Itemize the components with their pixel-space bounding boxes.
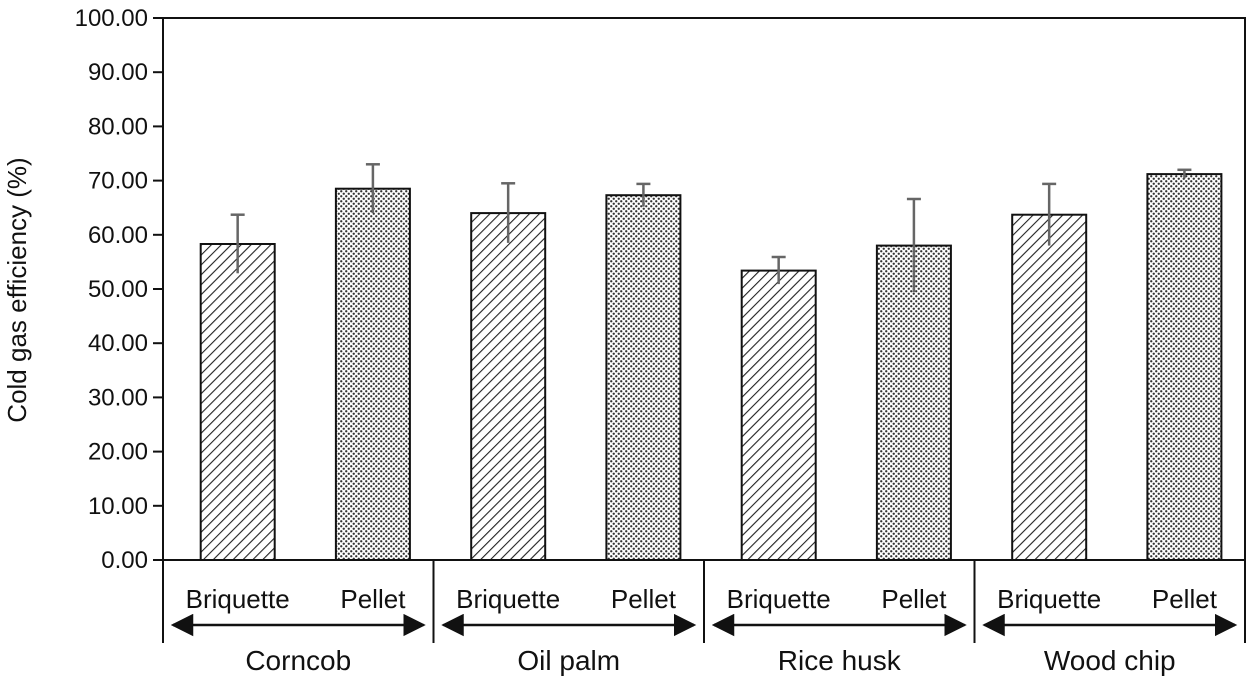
y-tick-label: 30.00 bbox=[88, 384, 148, 411]
y-axis-title: Cold gas efficiency (%) bbox=[2, 157, 32, 422]
axes-layer: 0.00 10.00 20.00 30.00 40.00 50.00 60.00 70.00 8… bbox=[75, 5, 1246, 643]
y-tick-label: 60.00 bbox=[88, 222, 148, 249]
y-tick-label: 0.00 bbox=[101, 547, 148, 574]
bar-corncob-pellet bbox=[334, 187, 411, 561]
error-bars-layer bbox=[230, 163, 1192, 293]
bar-category-label: Pellet bbox=[881, 584, 947, 614]
bar-corncob-briquette bbox=[199, 243, 276, 561]
group-label: Corncob bbox=[245, 645, 351, 676]
bar-category-label: Pellet bbox=[1152, 584, 1218, 614]
y-tick-label: 90.00 bbox=[88, 59, 148, 86]
bar-rice-husk-pellet bbox=[875, 244, 952, 561]
bar-oil-palm-briquette bbox=[470, 212, 547, 561]
y-tick-label: 80.00 bbox=[88, 113, 148, 140]
bar-wood-chip-briquette bbox=[1011, 213, 1088, 561]
bar-category-label: Briquette bbox=[727, 584, 831, 614]
y-tick-label: 20.00 bbox=[88, 439, 148, 466]
bar-rice-husk-briquette bbox=[740, 269, 817, 561]
category-labels-layer: Briquette Pellet Corncob Briquette Pellet Oil… bbox=[170, 584, 1238, 676]
bar-oil-palm-pellet bbox=[605, 194, 682, 561]
y-tick-label: 100.00 bbox=[75, 5, 148, 32]
bar-wood-chip-pellet bbox=[1146, 173, 1223, 561]
y-tick-label: 70.00 bbox=[88, 168, 148, 195]
y-tick-label: 10.00 bbox=[88, 493, 148, 520]
group-label: Wood chip bbox=[1044, 645, 1176, 676]
group-label: Oil palm bbox=[517, 645, 620, 676]
bars-layer bbox=[199, 173, 1223, 561]
bar-category-label: Briquette bbox=[997, 584, 1101, 614]
y-tick-label: 40.00 bbox=[88, 330, 148, 357]
bar-category-label: Pellet bbox=[611, 584, 677, 614]
bar-category-label: Briquette bbox=[186, 584, 290, 614]
group-label: Rice husk bbox=[778, 645, 902, 676]
y-tick-label: 50.00 bbox=[88, 276, 148, 303]
bar-category-label: Pellet bbox=[340, 584, 406, 614]
bar-category-label: Briquette bbox=[456, 584, 560, 614]
